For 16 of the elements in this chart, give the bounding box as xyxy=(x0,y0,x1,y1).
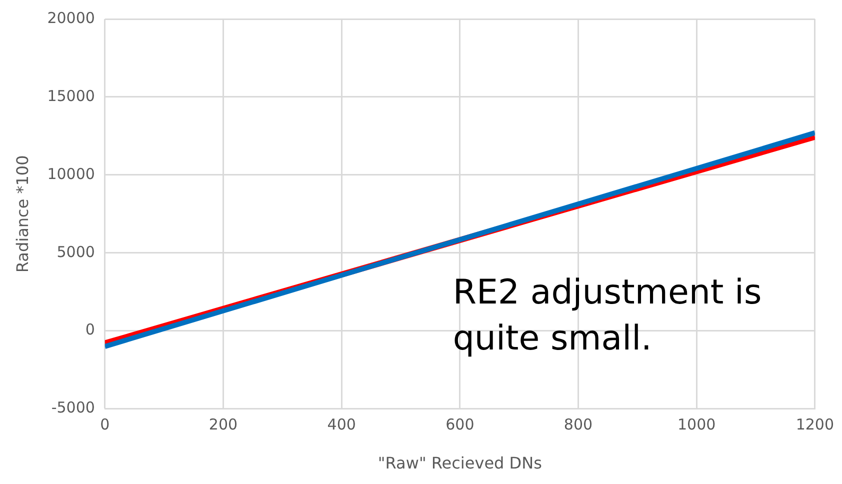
x-tick-label: 600 xyxy=(446,416,474,434)
y-tick-label: 5000 xyxy=(56,242,95,261)
y-tick-label: 15000 xyxy=(47,86,95,105)
x-tick-label: 200 xyxy=(208,416,238,434)
y-tick-label: 0 xyxy=(85,320,95,339)
x-tick-label: 400 xyxy=(327,416,356,434)
y-axis-title: Radiance *100 xyxy=(12,155,32,273)
x-tick-label: 0 xyxy=(100,416,110,434)
y-tick-label: 10000 xyxy=(47,164,95,183)
x-tick-label: 800 xyxy=(564,416,593,434)
x-tick-label: 1200 xyxy=(796,416,834,434)
y-tick-label: 20000 xyxy=(47,8,95,27)
x-tick-label: 1000 xyxy=(677,416,716,434)
annotation: RE2 adjustment is quite small. xyxy=(452,272,762,359)
y-tick-label: -5000 xyxy=(51,398,95,417)
x-axis-title: "Raw" Recieved DNs xyxy=(378,454,542,473)
